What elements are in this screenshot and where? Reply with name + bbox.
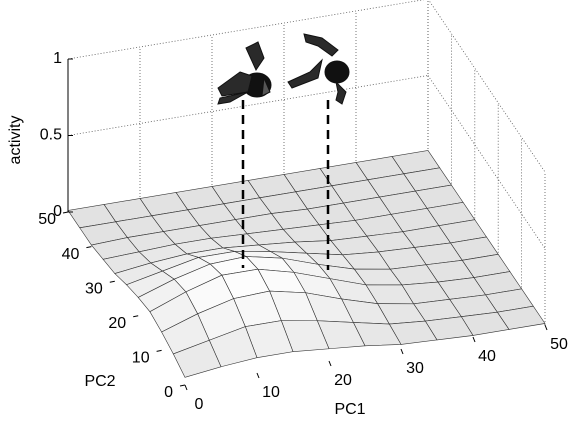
tick-mark [401,349,403,354]
page: {"chart_data": {"type": "surface", "xlab… [0,0,571,424]
y-tick-label: 40 [62,246,80,263]
tick-mark [329,361,331,366]
x-tick-label: 30 [406,360,424,377]
hand-icon [288,34,349,104]
tick-mark [257,373,259,378]
tick-mark [545,325,547,330]
tick-mark [63,212,68,213]
tick-mark [157,350,162,351]
y-tick-label: 50 [38,211,56,228]
z-tick-label: 0.5 [40,127,62,144]
surface [68,150,545,377]
y-tick-label: 0 [164,384,173,401]
tick-mark [86,247,91,248]
y-axis-label: PC2 [84,373,115,390]
tick-mark [133,316,138,317]
x-tick-label: 0 [195,396,204,413]
x-tick-label: 10 [262,384,280,401]
hand-icon [218,42,271,104]
z-tick-label: 1 [53,50,62,67]
chart: 00.510102030405001020304050 PC1 PC2 acti… [0,0,571,424]
x-tick-label: 50 [550,336,568,353]
grid-line [428,0,545,172]
tick-mark [110,281,115,282]
tick-mark [180,385,185,386]
y-tick-label: 30 [85,280,103,297]
tick-mark [473,337,475,342]
x-tick-label: 20 [334,372,352,389]
z-axis-label: activity [7,116,24,165]
x-axis-label: PC1 [334,401,365,418]
y-tick-label: 20 [108,315,126,332]
x-tick-label: 40 [478,348,496,365]
tick-mark [185,385,187,390]
y-tick-label: 10 [132,350,150,367]
